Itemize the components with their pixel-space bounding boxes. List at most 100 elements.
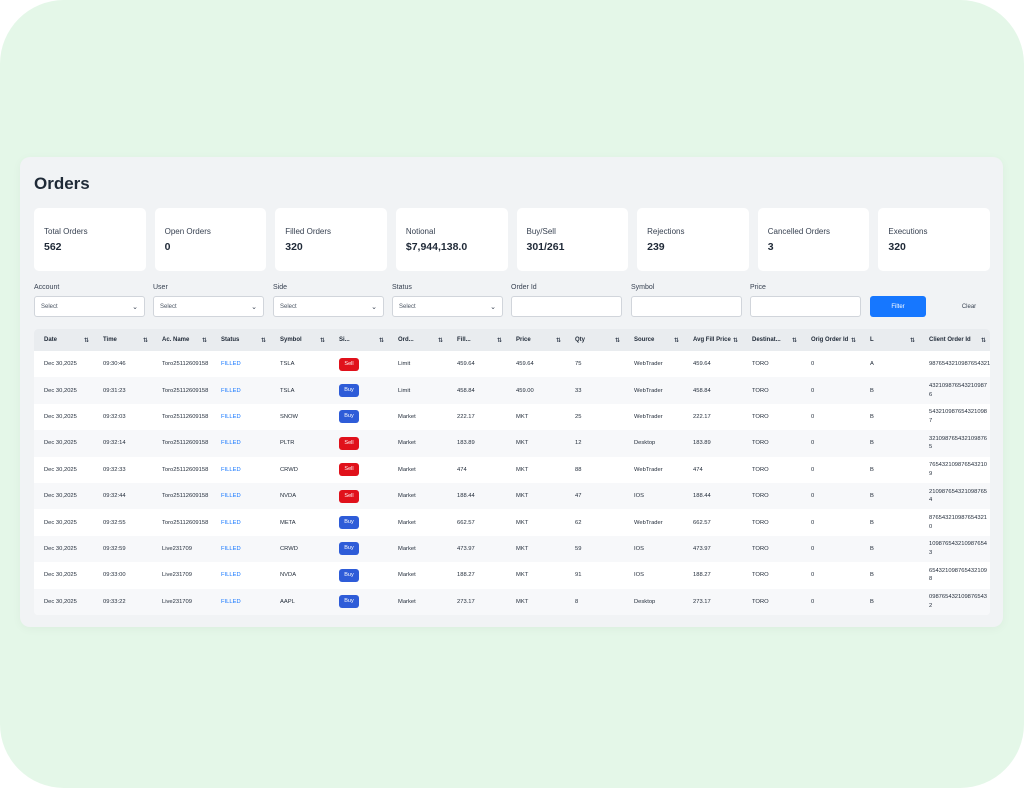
- table-cell: Toro25112609158: [162, 387, 209, 394]
- column-header[interactable]: Destinat... ⇅: [742, 329, 801, 351]
- sort-icon[interactable]: ⇅: [732, 337, 738, 344]
- table-cell: 09:32:14: [103, 440, 126, 447]
- side-badge: Buy: [339, 516, 359, 530]
- stat-value: 3: [767, 241, 774, 253]
- column-header[interactable]: Source ⇅: [624, 329, 683, 351]
- table-cell: FILLED: [221, 572, 241, 579]
- column-header[interactable]: Si... ⇅: [329, 329, 388, 351]
- table-row[interactable]: Dec 30,2025 09:32:14 Toro25112609158 FILLED…: [34, 430, 990, 457]
- table-row[interactable]: Dec 30,2025 09:32:03 Toro25112609158 FILLED…: [34, 404, 990, 430]
- table-cell: B: [870, 572, 874, 579]
- sort-icon[interactable]: ⇅: [83, 337, 89, 344]
- column-header[interactable]: Orig Order Id ⇅: [801, 329, 860, 351]
- column-header[interactable]: Ord... ⇅: [388, 329, 447, 351]
- table-cell: TORO: [752, 545, 769, 552]
- user-select[interactable]: Select ⌄: [153, 296, 264, 317]
- table-cell: 0: [811, 519, 815, 526]
- table-row[interactable]: Dec 30,2025 09:32:55 Toro25112609158 FILLED…: [34, 509, 990, 535]
- column-header[interactable]: Fill... ⇅: [447, 329, 506, 351]
- table-cell: 459.64: [516, 361, 534, 368]
- table-cell: Limit: [398, 361, 411, 368]
- table-cell: Toro25112609158: [162, 466, 209, 473]
- column-header[interactable]: Status ⇅: [211, 329, 270, 351]
- column-header[interactable]: L ⇅: [860, 329, 919, 351]
- sort-icon[interactable]: ⇅: [614, 337, 620, 344]
- table-cell: 459.00: [516, 387, 534, 394]
- table-cell: MKT: [516, 572, 529, 579]
- table-cell: CRWD: [280, 545, 298, 552]
- table-cell: 273.17: [693, 598, 711, 605]
- column-header[interactable]: Avg Fill Price ⇅: [683, 329, 742, 351]
- status-select-value: Select: [399, 303, 416, 310]
- symbol-input[interactable]: [631, 296, 742, 317]
- sort-icon[interactable]: ⇅: [260, 337, 266, 344]
- column-header-label: Destinat...: [752, 337, 781, 343]
- table-row[interactable]: Dec 30,2025 09:33:22 Live231709 FILLED AAPL B…: [34, 588, 990, 615]
- table-row[interactable]: Dec 30,2025 09:32:33 Toro25112609158 FILLED…: [34, 457, 990, 483]
- table-cell: IOS: [634, 493, 644, 500]
- table-cell: Limit: [398, 387, 411, 394]
- price-input[interactable]: [750, 296, 861, 317]
- table-cell: FILLED: [221, 466, 241, 473]
- table-cell: Dec 30,2025: [44, 413, 77, 420]
- table-cell: Market: [398, 572, 416, 579]
- table-cell: 654321098765432109 8: [929, 567, 988, 583]
- orders-panel: Orders Total Orders 562 Open Orders 0 Fi…: [20, 157, 1003, 627]
- column-header[interactable]: Qty ⇅: [565, 329, 624, 351]
- price-filter: Price: [750, 284, 861, 317]
- filter-button[interactable]: Filter: [870, 296, 926, 317]
- table-cell: 09:33:00: [103, 572, 126, 579]
- table-cell: TORO: [752, 387, 769, 394]
- column-header[interactable]: Time ⇅: [93, 329, 152, 351]
- sort-icon[interactable]: ⇅: [378, 337, 384, 344]
- sort-icon[interactable]: ⇅: [201, 337, 207, 344]
- sort-icon[interactable]: ⇅: [319, 337, 325, 344]
- sort-icon[interactable]: ⇅: [437, 337, 443, 344]
- sort-icon[interactable]: ⇅: [909, 337, 915, 344]
- table-cell: 09:31:23: [103, 387, 126, 394]
- table-cell: 222.17: [457, 413, 475, 420]
- table-cell: Live231709: [162, 598, 192, 605]
- stat-card-buy-sell: Buy/Sell 301/261: [516, 208, 629, 271]
- table-cell: FILLED: [221, 387, 241, 394]
- table-row[interactable]: Dec 30,2025 09:32:59 Live231709 FILLED CRWD B…: [34, 535, 990, 563]
- sort-icon[interactable]: ⇅: [555, 337, 561, 344]
- table-row[interactable]: Dec 30,2025 09:30:46 Toro25112609158 FILLED…: [34, 351, 990, 377]
- order-id-input[interactable]: [511, 296, 622, 317]
- table-cell: 321098765432109876 5: [929, 435, 988, 451]
- column-header[interactable]: Symbol ⇅: [270, 329, 329, 351]
- column-header[interactable]: Price ⇅: [506, 329, 565, 351]
- table-row[interactable]: Dec 30,2025 09:33:00 Live231709 FILLED NVDA B…: [34, 562, 990, 588]
- clear-button[interactable]: Clear: [961, 303, 977, 310]
- sort-icon[interactable]: ⇅: [980, 337, 986, 344]
- column-header-label: Si...: [339, 337, 350, 343]
- sort-icon[interactable]: ⇅: [496, 337, 502, 344]
- table-cell: 75: [575, 361, 582, 368]
- column-header-label: Fill...: [457, 337, 471, 343]
- table-cell: Dec 30,2025: [44, 519, 77, 526]
- symbol-label: Symbol: [631, 284, 655, 291]
- side-select[interactable]: Select ⌄: [273, 296, 384, 317]
- account-select[interactable]: Select ⌄: [34, 296, 145, 317]
- sort-icon[interactable]: ⇅: [142, 337, 148, 344]
- column-header[interactable]: Ac. Name ⇅: [152, 329, 211, 351]
- table-cell: 0: [811, 361, 815, 368]
- table-cell: 09:32:59: [103, 545, 126, 552]
- column-header[interactable]: Date ⇅: [34, 329, 93, 351]
- table-cell: 662.57: [693, 519, 711, 526]
- table-row[interactable]: Dec 30,2025 09:32:44 Toro25112609158 FILLED…: [34, 482, 990, 510]
- table-cell: Buy: [329, 516, 388, 530]
- table-cell: 210987654321098765 4: [929, 488, 988, 504]
- column-header[interactable]: Client Order Id ⇅: [919, 329, 990, 351]
- stat-value: 320: [888, 241, 906, 253]
- status-select[interactable]: Select ⌄: [392, 296, 503, 317]
- table-cell: FILLED: [221, 361, 241, 368]
- sort-icon[interactable]: ⇅: [791, 337, 797, 344]
- table-cell: 33: [575, 387, 582, 394]
- table-row[interactable]: Dec 30,2025 09:31:23 Toro25112609158 FILLED…: [34, 377, 990, 404]
- table-cell: Dec 30,2025: [44, 440, 77, 447]
- side-label: Side: [273, 284, 288, 291]
- sort-icon[interactable]: ⇅: [850, 337, 856, 344]
- table-cell: FILLED: [221, 493, 241, 500]
- sort-icon[interactable]: ⇅: [673, 337, 679, 344]
